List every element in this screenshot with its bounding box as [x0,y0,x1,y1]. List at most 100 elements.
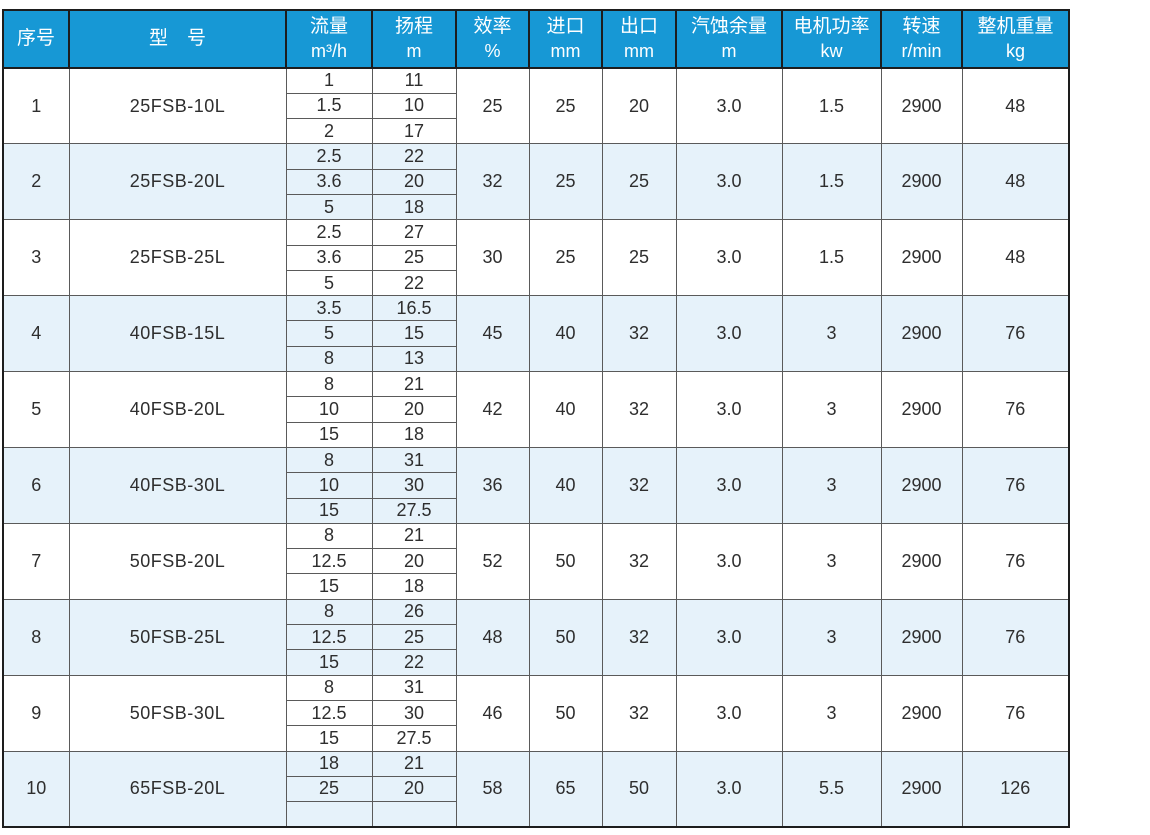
cell-outlet: 32 [601,522,677,600]
cell-head: 22 [371,649,457,676]
table-row-6-sub-3: 15 27.5 [3,497,1069,524]
cell-inlet: 50 [528,674,603,752]
column-header-npsh: 汽蚀余量 m [675,9,783,69]
column-header-unit: mm [550,40,581,61]
column-header-label: 转速 [902,15,941,37]
cell-flow: 2.5 [285,143,373,170]
cell-model: 50FSB-30L [68,674,287,752]
column-header-label: 电机功率 [793,15,870,37]
cell-weight: 48 [961,143,1070,221]
table-row-10-sub-1: 10 65FSB-20L 18 21 58 65 50 3.0 5.5 2900 126 [2,750,1070,828]
column-header-inlet: 进口 mm [528,9,603,69]
cell-flow: 12.5 [285,548,373,575]
table-header: 序号 型 号 流量 m³/h 扬程 m 效率% 进口 mm 出口 mm 汽蚀余量 m 电机功率 kw 转速 r/… [2,9,1070,69]
cell-outlet: 32 [601,446,677,524]
cell-speed: 2900 [880,522,963,600]
table-row-3-sub-1: 3 25FSB-25L 2.5 27 30 25 25 3.0 1.5 2900 48 [2,219,1070,297]
table-row-8-sub-3: 15 22 [3,649,1069,676]
cell-flow: 15 [285,497,373,524]
cell-efficiency: 32 [455,143,530,221]
cell-npsh: 3.0 [675,371,783,448]
cell-efficiency: 36 [455,446,530,524]
column-header-unit: mm [624,40,654,61]
table-row-1-sub-3: 2 17 [3,118,1069,145]
cell-outlet: 32 [601,598,677,676]
table-row-6-sub-1: 6 40FSB-30L 8 31 36 40 32 3.0 3 2900 76 [2,446,1070,524]
cell-inlet: 40 [528,446,603,524]
cell-head: 20 [371,775,457,803]
cell-serial-number: 5 [2,371,70,448]
cell-motor-power: 1.5 [781,219,882,297]
cell-model: 40FSB-30L [68,446,287,524]
column-header-outlet: 出口 mm [601,9,677,69]
cell-motor-power: 1.5 [781,67,882,145]
cell-head: 22 [371,143,457,170]
cell-head [371,801,457,828]
cell-weight: 76 [961,598,1070,676]
cell-model: 50FSB-25L [68,598,287,676]
cell-flow: 15 [285,725,373,752]
cell-head: 30 [371,699,457,727]
table-row-8-sub-2: 12.5 25 [3,624,1069,651]
cell-head: 27.5 [371,725,457,752]
pump-spec-table: 序号 型 号 流量 m³/h 扬程 m 效率% 进口 mm 出口 mm 汽蚀余量 m 电机功率 kw 转速 r/… [2,9,1070,828]
column-header-unit: % [484,40,501,61]
table-row-9-sub-2: 12.5 30 [3,699,1069,727]
cell-outlet: 50 [601,750,677,828]
cell-weight: 76 [961,371,1070,448]
cell-flow: 1 [285,67,373,94]
cell-inlet: 50 [528,598,603,676]
cell-flow: 3.6 [285,168,373,195]
cell-speed: 2900 [880,219,963,297]
table-row-7-sub-3: 15 18 [3,573,1069,600]
cell-speed: 2900 [880,674,963,752]
cell-serial-number: 9 [2,674,70,752]
table-row-2-sub-1: 2 25FSB-20L 2.5 22 32 25 25 3.0 1.5 2900 48 [2,143,1070,221]
cell-weight: 76 [961,674,1070,752]
cell-head: 10 [371,92,457,120]
column-header-label: 进口 [546,15,585,37]
cell-flow: 15 [285,421,373,448]
cell-npsh: 3.0 [675,750,783,828]
cell-weight: 76 [961,522,1070,600]
cell-flow: 3.5 [285,295,373,322]
cell-motor-power: 3 [781,674,882,752]
cell-motor-power: 3 [781,295,882,373]
cell-npsh: 3.0 [675,143,783,221]
cell-speed: 2900 [880,598,963,676]
cell-npsh: 3.0 [675,67,783,145]
column-header-unit: m [406,40,422,61]
column-header-power: 电机功率 kw [781,9,882,69]
cell-flow: 12.5 [285,699,373,727]
table-row-2-sub-3: 5 18 [3,193,1069,221]
cell-inlet: 40 [528,295,603,373]
cell-head: 27 [371,219,457,246]
column-header-unit: r/min [901,40,942,61]
column-header-flow: 流量 m³/h [285,9,373,69]
cell-flow: 1.5 [285,92,373,120]
cell-npsh: 3.0 [675,598,783,676]
column-header-label: 整机重量 [977,15,1054,37]
cell-head: 25 [371,624,457,651]
cell-flow: 18 [285,750,373,777]
cell-head: 18 [371,573,457,600]
cell-head: 25 [371,244,457,271]
cell-head: 31 [371,674,457,701]
cell-flow: 10 [285,472,373,499]
table-row-10-sub-3 [3,801,1069,828]
column-header-label: 出口 [619,15,658,37]
column-header-label: 汽蚀余量 [690,15,767,37]
table-row-1-sub-1: 1 25FSB-10L 1 11 25 25 20 3.0 1.5 2900 48 [2,67,1070,145]
cell-head: 13 [371,345,457,373]
column-header-label: 流量 [309,15,348,37]
cell-flow: 2.5 [285,219,373,246]
cell-head: 21 [371,750,457,777]
cell-head: 11 [371,67,457,94]
cell-flow: 15 [285,573,373,600]
cell-head: 15 [371,320,457,347]
cell-outlet: 32 [601,295,677,373]
table-row-5-sub-3: 15 18 [3,421,1069,448]
cell-npsh: 3.0 [675,522,783,600]
column-header-eff: 效率% [455,9,530,69]
column-header-label: 型 号 [148,27,206,49]
